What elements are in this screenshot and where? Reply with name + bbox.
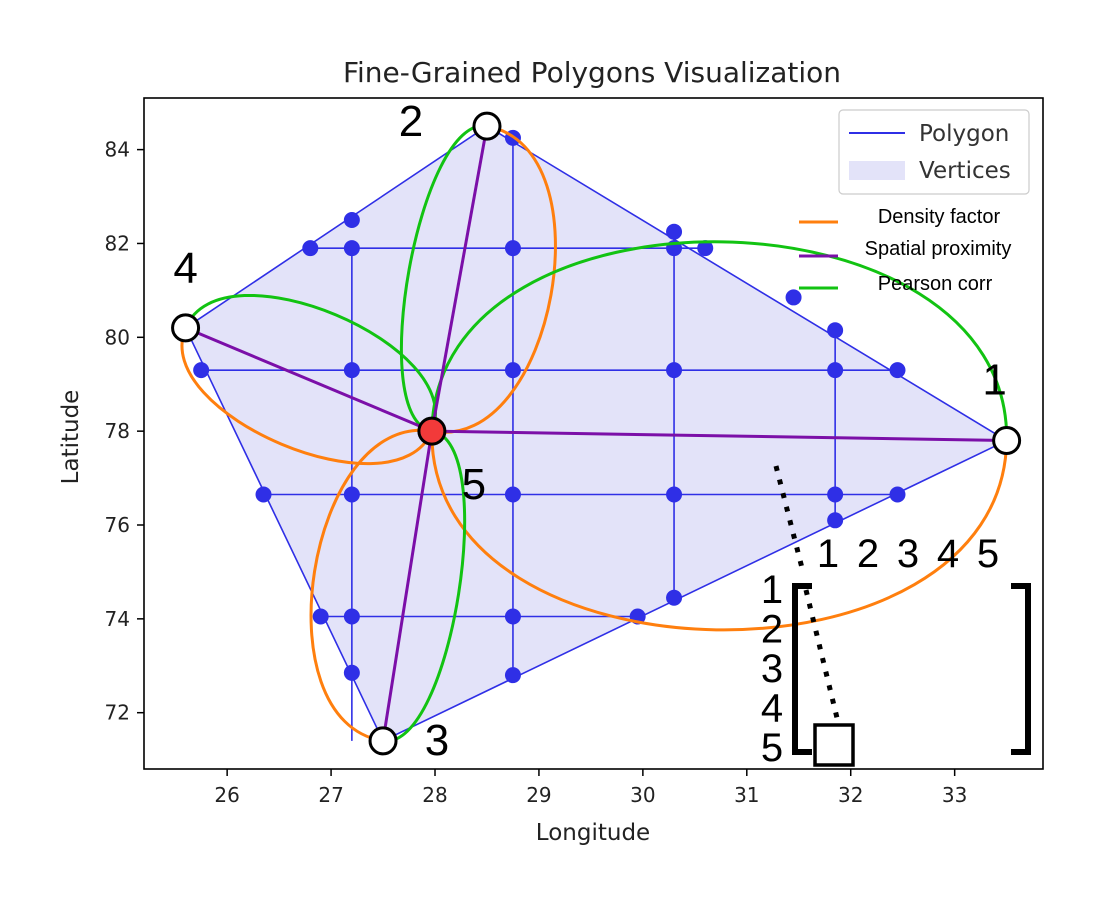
node-3 <box>368 726 398 756</box>
legend-polygon-label: Polygon <box>919 121 1009 147</box>
legend-vertices-label: Vertices <box>919 158 1011 184</box>
x-tick-label: 28 <box>422 783 447 807</box>
matrix-row-label: 3 <box>761 647 783 691</box>
vertex-point <box>312 608 329 625</box>
edge-layer <box>180 124 1009 743</box>
pearson-edge-4 <box>184 293 437 432</box>
pearson-edge-1 <box>430 240 1009 441</box>
vertex-point <box>302 240 319 257</box>
y-tick-label: 76 <box>105 513 130 537</box>
y-tick-label: 78 <box>105 419 130 443</box>
matrix-row-label: 1 <box>761 568 783 612</box>
vertex-point <box>827 486 844 503</box>
vertex-point <box>504 362 521 379</box>
x-axis-label: Longitude <box>536 820 650 846</box>
node-4 <box>171 313 201 343</box>
vertex-point <box>827 362 844 379</box>
matrix-pointer-dots <box>773 465 805 569</box>
matrix-col-label: 5 <box>977 532 999 576</box>
chart-title: Fine-Grained Polygons Visualization <box>343 56 841 89</box>
vertex-point <box>889 486 906 503</box>
matrix-row-label: 4 <box>761 687 783 731</box>
node-label-5: 5 <box>462 460 486 509</box>
vertex-point <box>343 240 360 257</box>
vertex-point <box>666 223 683 240</box>
vertex-point <box>343 608 360 625</box>
spatial-edge-4 <box>184 326 433 433</box>
x-tick-label: 26 <box>214 783 239 807</box>
node-label-3: 3 <box>425 716 449 765</box>
vertex-point <box>504 667 521 684</box>
vertex-point <box>889 362 906 379</box>
matrix-col-label: 4 <box>937 532 959 576</box>
node-1 <box>992 426 1022 456</box>
vertex-point <box>666 362 683 379</box>
spatial-edge-2 <box>430 125 489 432</box>
pearson-edge-2 <box>399 124 488 433</box>
legend-main: Polygon Vertices <box>838 109 1030 195</box>
vertex-point <box>827 512 844 529</box>
density-edge-3 <box>309 428 433 743</box>
matrix-col-label: 2 <box>857 532 879 576</box>
vertex-point <box>666 589 683 606</box>
x-tick-label: 27 <box>318 783 343 807</box>
matrix-inner-dots <box>803 589 841 723</box>
vertex-point <box>504 608 521 625</box>
vertex-point <box>504 240 521 257</box>
x-tick-label: 31 <box>734 783 759 807</box>
legend-pearson-label: Pearson corr <box>878 273 993 295</box>
spatial-edge-1 <box>431 429 1007 443</box>
matrix-right-bracket <box>1011 583 1031 755</box>
legend-spatial-label: Spatial proximity <box>865 238 1012 260</box>
plot-frame <box>143 97 1044 770</box>
legend-edges: Density factor Spatial proximity Pearson… <box>799 206 1011 295</box>
pearson-edge-3 <box>382 429 467 743</box>
matrix-col-label: 1 <box>817 532 839 576</box>
y-tick-label: 84 <box>105 138 130 162</box>
matrix-row-label: 5 <box>761 726 783 770</box>
y-tick-label: 80 <box>105 325 130 349</box>
node-label-4: 4 <box>173 244 197 293</box>
vertex-point <box>193 362 210 379</box>
y-tick-label: 82 <box>105 231 130 255</box>
vertex-point <box>785 289 802 306</box>
x-tick-label: 32 <box>838 783 863 807</box>
node-5 <box>417 416 447 446</box>
x-tick-label: 30 <box>630 783 655 807</box>
vertex-point <box>255 486 272 503</box>
vertex-point <box>343 362 360 379</box>
y-tick-label: 72 <box>105 701 130 725</box>
vertex-point <box>666 486 683 503</box>
matrix-col-label: 3 <box>897 532 919 576</box>
vertex-point <box>504 486 521 503</box>
matrix-row-label: 2 <box>761 608 783 652</box>
density-edge-4 <box>180 327 434 466</box>
density-edge-2 <box>431 124 557 434</box>
y-axis-label: Latitude <box>58 390 84 485</box>
vertex-point <box>343 486 360 503</box>
matrix-highlight-cell <box>813 723 855 767</box>
vertex-point <box>697 240 714 257</box>
vertex-point <box>827 322 844 339</box>
vertex-point <box>343 664 360 681</box>
spatial-edge-3 <box>381 430 434 742</box>
vertex-point <box>343 212 360 228</box>
matrix-left-bracket <box>792 583 812 755</box>
node-label-1: 1 <box>982 356 1006 405</box>
x-tick-label: 33 <box>942 783 967 807</box>
node-label-2: 2 <box>399 97 423 146</box>
x-tick-label: 29 <box>526 783 551 807</box>
legend-density-label: Density factor <box>878 206 1001 228</box>
legend-vertices-swatch <box>849 161 905 180</box>
node-2 <box>472 111 502 141</box>
y-tick-label: 74 <box>105 607 130 631</box>
